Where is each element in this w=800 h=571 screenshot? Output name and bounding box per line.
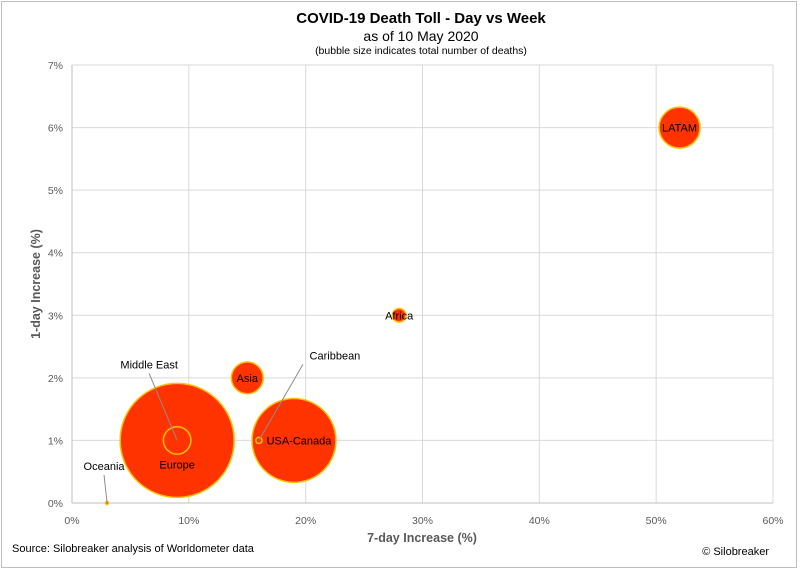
chart-title: COVID-19 Death Toll - Day vs Week xyxy=(296,10,546,27)
x-tick-label: 60% xyxy=(762,515,783,527)
y-axis-label: 1-day Increase (%) xyxy=(29,229,43,339)
leader-line xyxy=(148,373,178,441)
bubbles xyxy=(104,106,701,506)
leader-line xyxy=(258,364,304,441)
y-tick-label: 6% xyxy=(48,123,63,135)
y-tick-label: 7% xyxy=(48,60,63,72)
grid xyxy=(71,64,774,504)
x-tick-label: 0% xyxy=(64,515,79,527)
bubble-label: Middle East xyxy=(120,359,177,371)
bubble-africa xyxy=(391,307,407,323)
chart-note: (bubble size indicates total number of d… xyxy=(315,45,527,57)
bubble-asia xyxy=(230,361,264,395)
x-tick-label: 10% xyxy=(178,515,199,527)
x-axis-label: 7-day Increase (%) xyxy=(367,531,477,545)
bubble-label: Oceania xyxy=(84,461,126,473)
bubble-latam xyxy=(658,106,701,149)
chart-subtitle: as of 10 May 2020 xyxy=(363,28,478,44)
tick-labels: 0% 10% 20% 30% 40% 50% 60% 0% 1% 2% 3% 4% 5% 6% 7% xyxy=(48,60,784,527)
x-tick-label: 30% xyxy=(412,515,433,527)
y-tick-label: 1% xyxy=(48,435,63,447)
bubble-labels: Europe USA-Canada LATAM Asia Africa Middle Ea… xyxy=(84,123,697,473)
bubble-label: USA-Canada xyxy=(267,435,333,447)
y-tick-label: 2% xyxy=(48,373,63,385)
copyright-note: © Silobreaker xyxy=(702,546,769,558)
y-tick-label: 5% xyxy=(48,185,63,197)
leader-line xyxy=(103,474,108,504)
source-note: Source: Silobreaker analysis of Worldome… xyxy=(12,543,255,555)
bubble-label: Europe xyxy=(159,459,194,471)
bubble-usa-canada xyxy=(251,397,337,484)
x-tick-label: 50% xyxy=(646,515,667,527)
bubble-label: Africa xyxy=(385,310,414,322)
y-tick-label: 4% xyxy=(48,248,63,260)
y-tick-label: 0% xyxy=(48,498,63,510)
x-tick-label: 40% xyxy=(529,515,550,527)
bubble-label: Caribbean xyxy=(310,350,361,362)
leader-lines xyxy=(103,364,304,504)
y-tick-label: 3% xyxy=(48,310,63,322)
bubble-label: LATAM xyxy=(662,123,697,135)
x-tick-label: 20% xyxy=(295,515,316,527)
bubble-label: Asia xyxy=(237,373,259,385)
